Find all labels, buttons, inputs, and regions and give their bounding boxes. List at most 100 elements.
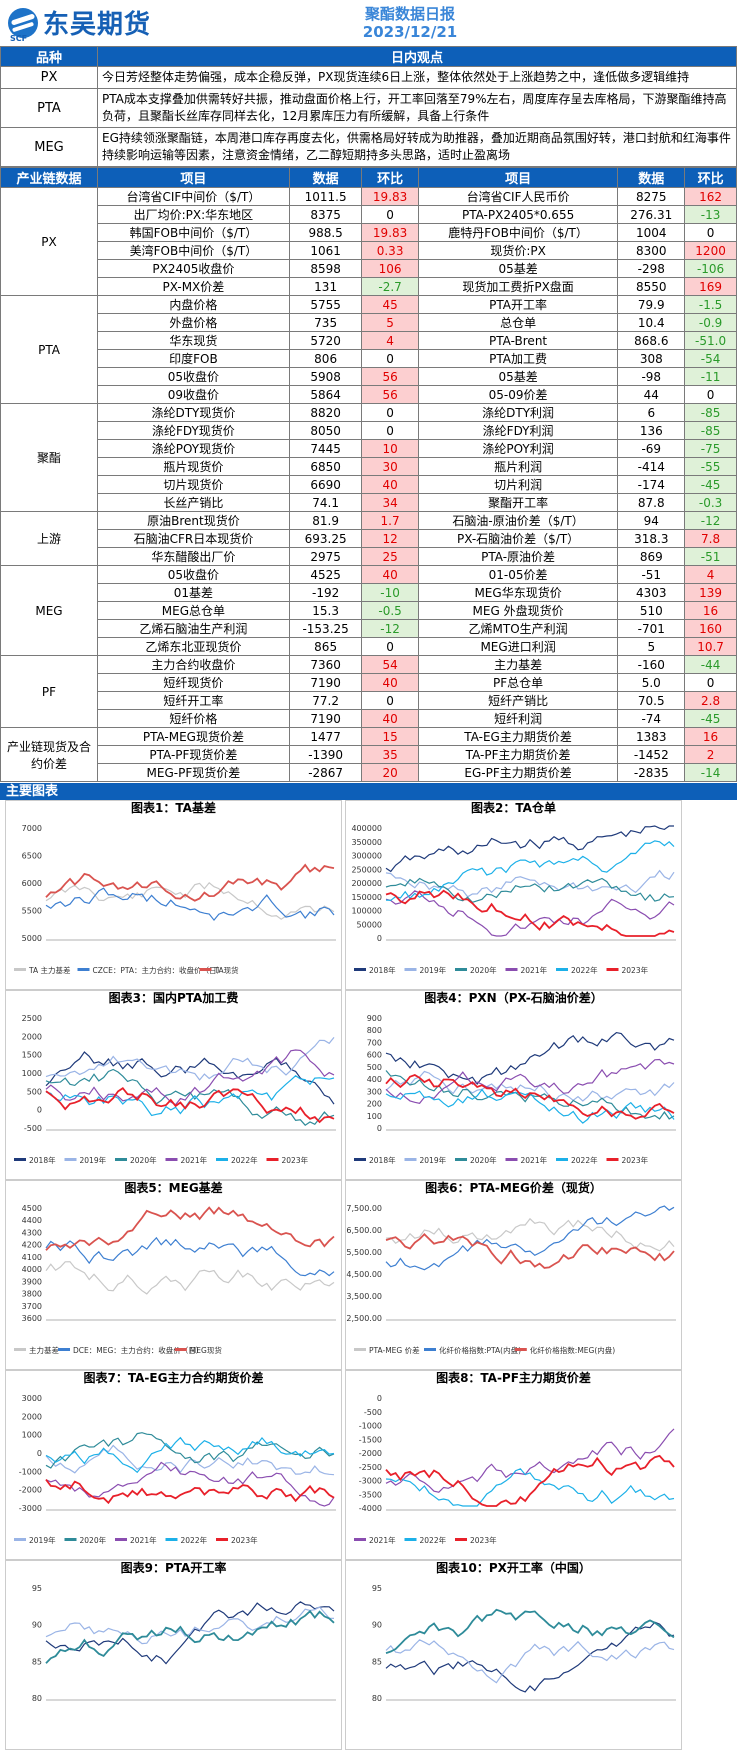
item-name: 华东现货 bbox=[97, 331, 290, 350]
table-row: 韩国FOB中间价（$/T） 988.5 19.83 鹿特丹FOB中间价（$/T） 100… bbox=[1, 223, 737, 242]
y-tick-label: 50000 bbox=[357, 920, 382, 929]
item-change: -0.3 bbox=[684, 493, 737, 512]
table-row: 涤纶POY现货价 7445 10 涤纶POY利润 -69 -75 bbox=[1, 439, 737, 458]
item-value: 79.9 bbox=[617, 295, 686, 314]
item-value: 8050 bbox=[288, 421, 363, 440]
item-value: 8598 bbox=[288, 259, 363, 278]
brand-name: 东吴期货 bbox=[43, 10, 152, 40]
item-value: 74.1 bbox=[288, 493, 363, 512]
y-tick-label: 0 bbox=[37, 1449, 42, 1458]
y-tick-label: 3700 bbox=[22, 1302, 42, 1311]
item-value: 8300 bbox=[617, 241, 686, 260]
item-change: -45 bbox=[684, 475, 737, 494]
series-line bbox=[385, 1608, 675, 1654]
legend-label: 2021年 bbox=[521, 965, 548, 975]
table-row: PX2405收盘价 8598 106 05基差 -298 -106 bbox=[1, 259, 737, 278]
item-name: 出厂均价:PX:华东地区 bbox=[97, 205, 290, 224]
y-tick-label: 100 bbox=[367, 1112, 382, 1121]
view-row: PX 今日芳烃整体走势偏强，成本企稳反弹，PX现货连续6日上涨，整体依然处于上涨趋… bbox=[0, 66, 737, 89]
y-tick-label: -2000 bbox=[19, 1486, 42, 1495]
item-name: PTA开工率 bbox=[417, 295, 619, 314]
chart-panel: 图表1：TA基差 7000 6500 6000 5500 5000 TA 主力基差 CZCE：… bbox=[5, 800, 342, 990]
item-change: 16 bbox=[684, 601, 737, 620]
item-value: 5864 bbox=[288, 385, 363, 404]
item-name: 台湾省CIF人民币价 bbox=[417, 187, 619, 206]
y-tick-label: 90 bbox=[372, 1621, 382, 1630]
industry-col-header: 项目 bbox=[97, 167, 290, 188]
item-name: 09收盘价 bbox=[97, 385, 290, 404]
legend-label: 2019年 bbox=[29, 1535, 56, 1545]
series-line bbox=[45, 1206, 335, 1251]
item-value: 7360 bbox=[288, 655, 363, 674]
series-line bbox=[45, 1609, 335, 1664]
item-change: 56 bbox=[361, 367, 419, 386]
y-tick-label: 400 bbox=[367, 1075, 382, 1084]
item-name: PTA-原油价差 bbox=[417, 547, 619, 566]
legend-swatch bbox=[354, 1538, 366, 1541]
chart-plot: 7000 6500 6000 5500 5000 TA 主力基差 CZCE：PTA：主力合约… bbox=[14, 824, 336, 975]
item-name: 原油Brent现货价 bbox=[97, 511, 290, 530]
item-change: 7.8 bbox=[684, 529, 737, 548]
item-change: 0 bbox=[361, 421, 419, 440]
item-change: -45 bbox=[684, 709, 737, 728]
y-tick-label: 1500 bbox=[22, 1051, 42, 1060]
y-tick-label: 1000 bbox=[22, 1069, 42, 1078]
table-row: MEG总仓单 15.3 -0.5 MEG 外盘现货价 510 16 bbox=[1, 601, 737, 620]
y-tick-label: 90 bbox=[32, 1621, 42, 1630]
legend-swatch bbox=[354, 1348, 366, 1351]
table-row: 上游 原油Brent现货价 81.9 1.7 石脑油-原油价差（$/T） 94 -12 bbox=[0, 511, 737, 566]
series-line bbox=[385, 1468, 675, 1507]
table-row: PX-MX价差 131 -2.7 现货加工费折PX盘面 8550 169 bbox=[1, 277, 737, 296]
industry-header-row: 产业链数据 项目 数据 环比 项目 数据 环比 bbox=[0, 167, 737, 188]
item-value: 693.25 bbox=[288, 529, 363, 548]
item-change: 0 bbox=[684, 223, 737, 242]
item-name: MEG总仓单 bbox=[97, 601, 290, 620]
legend-label: 2018年 bbox=[369, 965, 396, 975]
y-tick-label: 6500 bbox=[22, 852, 42, 861]
item-change: 40 bbox=[361, 475, 419, 494]
table-row: 瓶片现货价 6850 30 瓶片利润 -414 -55 bbox=[1, 457, 737, 476]
item-value: -192 bbox=[288, 583, 363, 602]
view-text: EG持续领涨聚酯链，本周港口库存再度去化，供需格局好转成为助推器，叠加近期商品氛… bbox=[97, 127, 737, 167]
industry-col-header: 产业链数据 bbox=[0, 167, 98, 188]
report-title-block: 聚酯数据日报 2023/12/21 bbox=[300, 5, 520, 41]
report-date: 2023/12/21 bbox=[362, 23, 458, 41]
item-value: -153.25 bbox=[288, 619, 363, 638]
table-row: 短纤开工率 77.2 0 短纤产销比 70.5 2.8 bbox=[1, 691, 737, 710]
series-line bbox=[45, 1479, 335, 1505]
legend-swatch bbox=[606, 968, 619, 971]
chart-title: 图表7：TA-EG主力合约期货价差 bbox=[83, 1371, 264, 1385]
item-name: 短纤产销比 bbox=[417, 691, 619, 710]
item-name: PTA-Brent bbox=[417, 331, 619, 350]
legend-label: 2020年 bbox=[470, 965, 497, 975]
item-name: EG-PF主力期货价差 bbox=[417, 763, 619, 782]
item-name: MEG 外盘现货价 bbox=[417, 601, 619, 620]
item-change: 0 bbox=[361, 691, 419, 710]
table-row: 长丝产销比 74.1 34 聚酯开工率 87.8 -0.3 bbox=[1, 493, 737, 512]
category-cell: MEG bbox=[0, 565, 98, 656]
report-title: 聚酯数据日报 bbox=[364, 5, 455, 23]
legend-swatch bbox=[216, 1538, 228, 1541]
item-name: 切片利润 bbox=[417, 475, 619, 494]
item-change: 1200 bbox=[684, 241, 737, 260]
item-name: 瓶片利润 bbox=[417, 457, 619, 476]
legend-swatch bbox=[115, 1158, 127, 1161]
item-change: 45 bbox=[361, 295, 419, 314]
item-name: PTA-PX2405*0.655 bbox=[417, 205, 619, 224]
item-value: 44 bbox=[617, 385, 686, 404]
legend-swatch bbox=[58, 1348, 70, 1351]
item-name: 石脑油-原油价差（$/T） bbox=[417, 511, 619, 530]
item-name: PTA-PF现货价差 bbox=[97, 745, 290, 764]
legend-label: 2018年 bbox=[369, 1155, 396, 1165]
legend-swatch bbox=[115, 1538, 127, 1541]
table-row: 短纤价格 7190 40 短纤利润 -74 -45 bbox=[1, 709, 737, 728]
item-change: -54 bbox=[684, 349, 737, 368]
y-tick-label: -4000 bbox=[359, 1504, 382, 1513]
item-value: 94 bbox=[617, 511, 686, 530]
item-name: 石脑油CFR日本现货价 bbox=[97, 529, 290, 548]
item-name: 01基差 bbox=[97, 583, 290, 602]
item-change: 0 bbox=[684, 673, 737, 692]
category-cell: PF bbox=[0, 655, 98, 728]
y-tick-label: 4400 bbox=[22, 1216, 42, 1225]
chart-plot: 900 800 700 600 500 400 300 200 100 0 2018年 2019年 20… bbox=[354, 1014, 676, 1165]
